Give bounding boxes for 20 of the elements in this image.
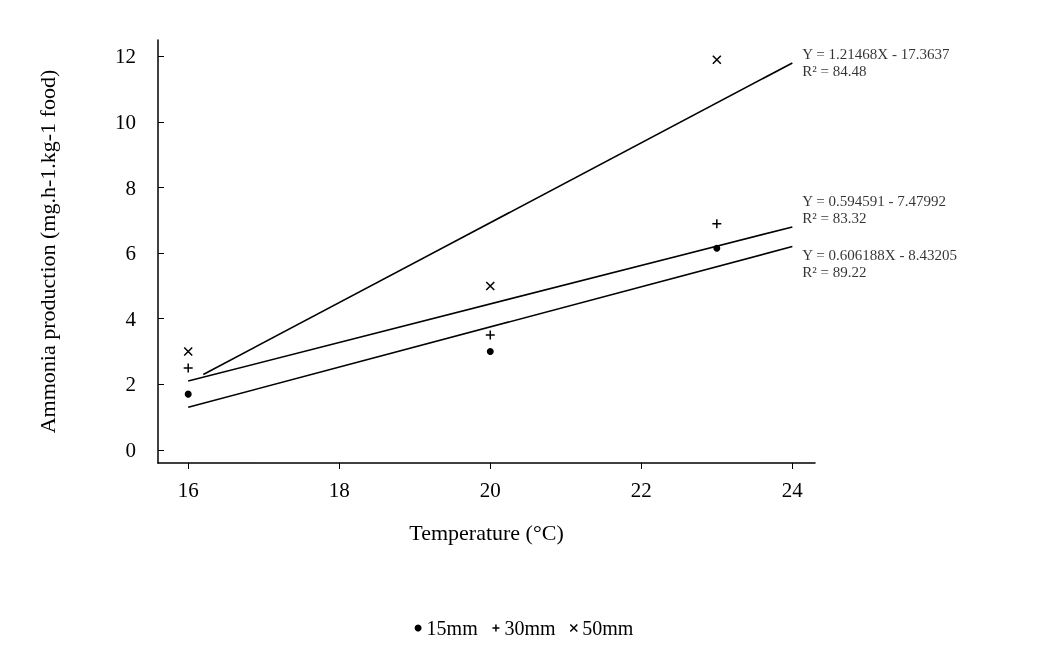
y-tick-label: 8: [125, 175, 136, 200]
y-tick-label: 6: [125, 241, 136, 266]
x-tick-label: 20: [479, 477, 501, 502]
y-tick-label: 0: [125, 437, 136, 462]
annotation: Y = 0.594591 - 7.47992 R² = 83.32: [802, 193, 947, 227]
y-axis-title: Ammonia production (mg.h-1.kg-1 food): [34, 69, 60, 434]
y-tick-label: 4: [125, 306, 137, 331]
y-tick-label: 12: [115, 44, 136, 69]
legend-label: 30mm: [504, 617, 556, 639]
x-tick-label: 18: [328, 477, 350, 502]
y-tick-label: 2: [125, 372, 136, 397]
x-axis-title: Temperature (°C): [409, 519, 564, 545]
legend-label: 15mm: [426, 617, 479, 639]
x-tick-label: 24: [781, 477, 804, 502]
y-tick-label: 10: [115, 109, 136, 134]
legend-label: 50mm: [582, 617, 634, 639]
annotation: Y = 1.21468X - 17.3637 R² = 84.48: [802, 46, 950, 80]
x-tick-label: 16: [177, 477, 199, 502]
annotation: Y = 0.606188X - 8.43205 R² = 89.22: [802, 247, 957, 281]
x-tick-label: 22: [630, 477, 652, 502]
